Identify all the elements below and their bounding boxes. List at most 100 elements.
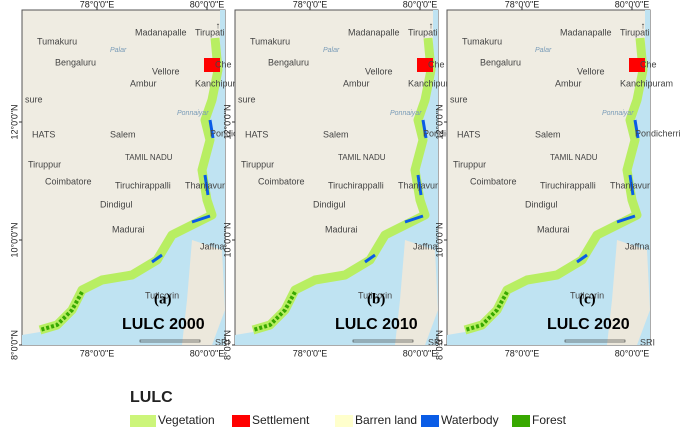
place-label: Tiruchirappalli [115,180,171,190]
lon-label: 80°0'0"E [403,348,438,358]
place-label: Tumakuru [250,36,290,46]
place-label: Ponnaiyar [177,110,209,117]
place-label: Tirupati [195,27,225,37]
place-label: Jaffna [200,241,224,251]
scale-bar [139,339,201,343]
lat-label: 10°0'0"N [9,222,19,257]
place-label: Madanapalle [135,27,187,37]
sri-lanka [607,240,650,345]
lon-label: 78°0'0"E [505,0,540,9]
place-label: Dindigul [313,199,346,209]
place-label: Ponnaiyar [602,110,634,117]
panel-title: LULC 2020 [547,316,630,333]
legend-swatch [335,415,353,427]
place-label: Pondicherri [423,128,469,138]
place-label: Kanchipuram [195,78,248,88]
place-label: Bengaluru [55,57,96,67]
place-label: Che [215,59,232,69]
north-arrow: ↑ [641,20,646,30]
lat-label: 12°0'0"N [9,104,19,139]
place-label: Ambur [130,78,157,88]
place-label: Coimbatore [45,176,92,186]
place-label: Madanapalle [348,27,400,37]
place-label: Ponnaiyar [390,110,422,117]
ocean [22,10,225,345]
place-label: Che [428,59,445,69]
place-label: Vellore [365,66,393,76]
place-label: sure [25,94,43,104]
lon-label: 78°0'0"E [80,348,115,358]
waterbody [576,119,640,264]
place-label: Tiruppur [241,159,274,169]
lon-label: 78°0'0"E [293,348,328,358]
panel-title: LULC 2000 [122,316,205,333]
place-label: HATS [32,129,55,139]
place-label: Thanjavur [185,180,225,190]
panel-title: LULC 2010 [335,316,418,333]
place-label: HATS [245,129,268,139]
legend-label: Vegetation [158,413,215,427]
place-label: Tirupati [408,27,438,37]
place-label: Ambur [555,78,582,88]
legend-swatch [421,415,439,427]
place-label: Vellore [152,66,180,76]
place-label: Salem [535,129,561,139]
place-label: Dindigul [100,199,133,209]
north-arrow: ↑ [216,20,221,30]
place-label: TAMIL NADU [338,153,386,162]
lon-label: 78°0'0"E [505,348,540,358]
place-label: Tumakuru [462,36,502,46]
place-label: Tiruppur [28,159,61,169]
lon-label: 80°0'0"E [615,348,650,358]
place-label: TAMIL NADU [125,153,173,162]
waterbody [364,119,428,264]
place-label: Vellore [577,66,605,76]
place-label: Palar [323,47,340,54]
place-label: Jaffna [625,241,649,251]
place-label: Bengaluru [268,57,309,67]
place-label: Jaffna [413,241,437,251]
place-label: Dindigul [525,199,558,209]
legend-title: LULC [130,389,173,406]
lon-label: 80°0'0"E [615,0,650,9]
place-label: Tiruchirappalli [540,180,596,190]
lat-label: 8°0'0"N [9,330,19,360]
place-label: sure [450,94,468,104]
legend-label: Settlement [252,413,310,427]
place-label: Tumakuru [37,36,77,46]
place-label: Ambur [343,78,370,88]
panel-letter: (b) [367,291,385,307]
lat-label: 12°0'0"N [434,104,444,139]
lon-label: 80°0'0"E [190,348,225,358]
place-label: Pondicherri [210,128,256,138]
place-label: Tirupati [620,27,650,37]
lat-label: 10°0'0"N [434,222,444,257]
lon-label: 80°0'0"E [190,0,225,9]
place-label: Coimbatore [258,176,305,186]
lon-label: 78°0'0"E [293,0,328,9]
place-label: Kanchipuram [408,78,461,88]
place-label: Madurai [325,224,358,234]
legend-label: Waterbody [441,413,499,427]
scale-bar [352,339,414,343]
place-label: TAMIL NADU [550,153,598,162]
place-label: Thanjavur [398,180,438,190]
lat-label: 12°0'0"N [222,104,232,139]
place-label: Tuticorin [145,290,179,300]
panel-letter: (c) [579,291,596,307]
lat-label: 10°0'0"N [222,222,232,257]
sri-lanka [182,240,225,345]
settlement [417,58,433,72]
place-label: Madurai [112,224,145,234]
place-label: Thanjavur [610,180,650,190]
ocean [447,10,650,345]
scale-bar [564,339,626,343]
place-label: Salem [110,129,136,139]
north-arrow: ↑ [429,20,434,30]
map-panel: ↑ Tumakuru Madanapalle Tirupati Bengaluru Vel… [234,9,469,347]
place-label: SRI [428,337,443,347]
settlement [629,58,645,72]
place-label: Pondicherri [635,128,681,138]
coastal-forest [464,291,509,332]
